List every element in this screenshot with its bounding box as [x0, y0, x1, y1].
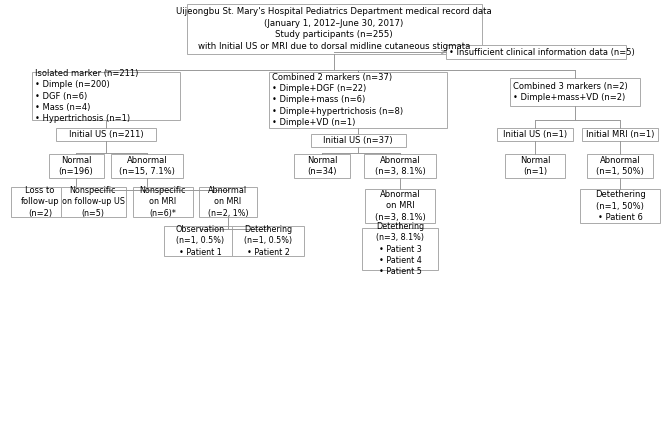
Text: Initial US (n=211): Initial US (n=211) [69, 129, 144, 138]
Bar [49, 154, 104, 178]
Bar [582, 128, 658, 141]
Text: Initial US (n=1): Initial US (n=1) [503, 129, 567, 138]
Text: Abnormal
(n=3, 8.1%): Abnormal (n=3, 8.1%) [375, 156, 426, 176]
Bar [446, 45, 626, 59]
Text: Loss to
follow-up
(n=2): Loss to follow-up (n=2) [21, 186, 59, 218]
Bar [56, 128, 156, 141]
Bar [32, 72, 180, 120]
Bar [232, 226, 304, 256]
Text: Abnormal
(n=15, 7.1%): Abnormal (n=15, 7.1%) [119, 156, 175, 176]
Text: Abnormal
(n=1, 50%): Abnormal (n=1, 50%) [596, 156, 644, 176]
Text: Uijeongbu St. Mary's Hospital Pediatrics Department medical record data
(January: Uijeongbu St. Mary's Hospital Pediatrics… [176, 7, 492, 51]
Bar [11, 187, 69, 217]
Text: • Insufficient clinical information data (n=5): • Insufficient clinical information data… [449, 47, 635, 56]
Text: Abnormal
on MRI
(n=3, 8.1%): Abnormal on MRI (n=3, 8.1%) [375, 190, 426, 222]
Text: Normal
(n=1): Normal (n=1) [520, 156, 550, 176]
Bar [199, 187, 257, 217]
Bar [510, 78, 640, 106]
Bar [164, 226, 236, 256]
Text: Detethering
(n=1, 50%)
• Patient 6: Detethering (n=1, 50%) • Patient 6 [595, 190, 645, 222]
Bar [365, 189, 435, 223]
Bar [580, 189, 660, 223]
Bar [311, 134, 405, 147]
Bar [362, 228, 438, 270]
Bar [111, 154, 183, 178]
Bar [505, 154, 565, 178]
Text: Initial US (n=37): Initial US (n=37) [323, 135, 393, 145]
Bar [133, 187, 193, 217]
Bar [269, 72, 447, 128]
Text: Detethering
(n=1, 0.5%)
• Patient 2: Detethering (n=1, 0.5%) • Patient 2 [244, 225, 292, 257]
Text: Observation
(n=1, 0.5%)
• Patient 1: Observation (n=1, 0.5%) • Patient 1 [176, 225, 224, 257]
Text: Normal
(n=34): Normal (n=34) [307, 156, 337, 176]
Bar [364, 154, 436, 178]
Text: Abnormal
on MRI
(n=2, 1%): Abnormal on MRI (n=2, 1%) [208, 186, 248, 218]
Bar [294, 154, 350, 178]
Text: Combined 3 markers (n=2)
• Dimple+mass+VD (n=2): Combined 3 markers (n=2) • Dimple+mass+V… [513, 82, 628, 102]
Bar [61, 187, 126, 217]
Text: Nonspecific
on follow-up US
(n=5): Nonspecific on follow-up US (n=5) [61, 186, 124, 218]
Text: Combined 2 markers (n=37)
• Dimple+DGF (n=22)
• Dimple+mass (n=6)
• Dimple+hyper: Combined 2 markers (n=37) • Dimple+DGF (… [272, 72, 403, 128]
Text: Isolated marker (n=211)
• Dimple (n=200)
• DGF (n=6)
• Mass (n=4)
• Hypertrichos: Isolated marker (n=211) • Dimple (n=200)… [35, 69, 138, 123]
Bar [587, 154, 653, 178]
Bar [497, 128, 573, 141]
Text: Detethering
(n=3, 8.1%)
• Patient 3
• Patient 4
• Patient 5: Detethering (n=3, 8.1%) • Patient 3 • Pa… [376, 222, 424, 276]
Text: Nonspecific
on MRI
(n=6)*: Nonspecific on MRI (n=6)* [140, 186, 186, 218]
Text: Normal
(n=196): Normal (n=196) [59, 156, 94, 176]
Text: Initial MRI (n=1): Initial MRI (n=1) [586, 129, 654, 138]
Bar [186, 4, 482, 54]
